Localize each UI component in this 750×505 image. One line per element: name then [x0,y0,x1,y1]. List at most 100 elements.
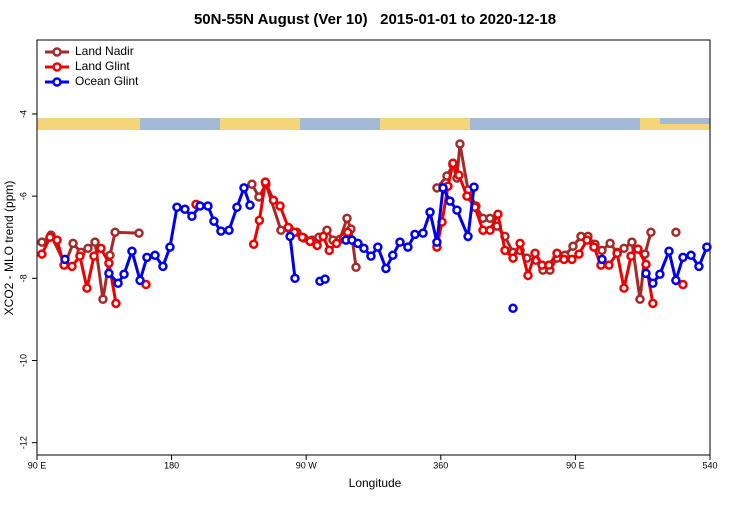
y-tick-label: -12 [18,436,28,449]
y-tick-label: -6 [18,192,28,200]
point [75,251,85,261]
point [694,261,704,272]
point [239,183,249,193]
point [98,294,108,305]
point [216,226,226,236]
point [438,183,448,193]
point [552,248,562,259]
point [655,269,665,279]
point [260,177,271,187]
point [127,246,137,256]
point [633,244,643,254]
point [276,225,286,235]
point [195,201,205,211]
point [209,216,219,226]
point [285,231,295,242]
point [455,139,465,149]
point [445,196,455,206]
point [187,211,197,222]
point [604,260,614,270]
x-tick-label: 90 E [28,460,47,470]
point [318,231,328,242]
y-tick-label: -4 [18,110,28,118]
legend-label: Ocean Glint [75,74,139,88]
point [60,254,70,265]
point [290,273,300,284]
point [678,252,688,263]
x-tick-label: 360 [433,460,448,470]
point [134,228,144,238]
point [485,225,495,235]
point [82,283,92,293]
point [463,231,473,242]
point [702,242,712,252]
point [568,241,578,252]
point [432,237,442,247]
x-tick-label: 90 E [566,460,585,470]
y-tick-label: -8 [18,274,28,282]
legend-label: Land Nadir [75,44,134,58]
point [254,192,264,202]
point [351,262,361,272]
point [508,253,518,263]
point [158,261,168,272]
point [359,243,369,254]
point [324,245,334,256]
point [469,182,479,192]
point [283,222,294,233]
point [452,205,462,215]
point [671,227,681,238]
point [366,251,376,261]
point [110,227,120,238]
y-axis-label: XCO2 - MLO trend (ppm) [2,181,16,316]
point [493,209,503,219]
point [648,298,658,309]
point [597,245,607,256]
legend-marker [52,62,62,72]
point [574,249,584,259]
point [247,179,257,189]
point [648,278,658,288]
point [203,201,213,211]
point [353,238,363,249]
point [180,204,190,215]
point [544,260,554,270]
point [172,202,182,212]
point [462,191,472,201]
y-tick-label: -10 [18,354,28,367]
point [37,237,47,247]
point [165,242,175,252]
point [410,229,420,240]
point [141,279,151,290]
point [425,207,435,217]
point [135,275,145,286]
point [305,236,315,247]
x-tick-label: 540 [702,460,717,470]
point [248,239,259,249]
point [37,249,47,259]
point [331,238,342,249]
point [89,251,99,261]
point [559,254,569,265]
point [619,283,629,293]
point [671,275,681,286]
point [515,238,525,249]
point [678,279,688,290]
point [381,263,391,274]
point [254,215,265,226]
point [597,254,607,265]
point [104,258,114,268]
point [500,245,510,256]
point [589,242,599,252]
point [67,261,77,272]
point [245,200,255,210]
legend-marker [52,77,62,87]
x-tick-label: 90 W [296,460,318,470]
legend-label: Land Glint [75,59,130,73]
point [641,259,651,270]
point [686,250,696,261]
point [312,240,322,251]
point [142,252,152,263]
point [373,242,383,252]
